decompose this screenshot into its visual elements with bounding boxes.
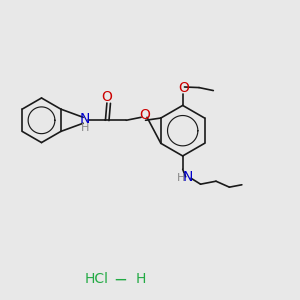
Text: −: − (113, 270, 127, 288)
Text: O: O (179, 81, 190, 95)
Text: N: N (183, 170, 193, 184)
Text: N: N (80, 112, 90, 126)
Text: H: H (80, 123, 89, 133)
Text: HCl: HCl (85, 272, 109, 286)
Text: H: H (177, 173, 185, 183)
Text: O: O (101, 89, 112, 103)
Text: O: O (139, 108, 150, 122)
Text: H: H (136, 272, 146, 286)
